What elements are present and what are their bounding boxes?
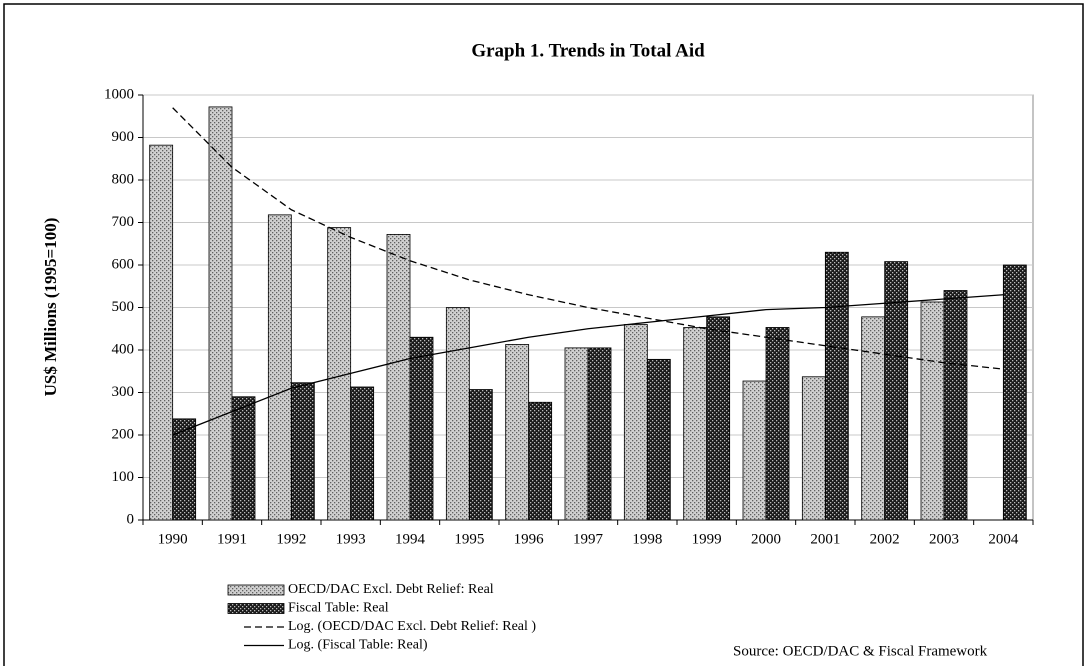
y-axis-label: US$ Millions (1995=100) — [41, 218, 60, 397]
x-tick-label: 2004 — [988, 531, 1019, 547]
bar — [290, 382, 315, 521]
x-tick-label: 1998 — [632, 531, 662, 547]
trend-line — [172, 107, 1004, 370]
y-tick-label: 300 — [112, 384, 135, 400]
x-tick-label: 2000 — [751, 531, 781, 547]
bar — [172, 418, 197, 521]
bar — [267, 214, 292, 521]
trend-line — [172, 294, 1004, 436]
x-tick-label: 1993 — [336, 531, 366, 547]
x-tick-label: 1999 — [692, 531, 722, 547]
y-tick-label: 500 — [112, 299, 135, 315]
bar — [468, 389, 493, 521]
x-tick-label: 2002 — [870, 531, 900, 547]
bar — [587, 347, 612, 521]
bar — [505, 344, 530, 521]
bar — [884, 261, 909, 521]
y-tick-label: 400 — [112, 341, 135, 357]
bar — [742, 380, 767, 521]
y-tick-label: 700 — [112, 214, 135, 230]
x-tick-label: 2001 — [810, 531, 840, 547]
bar — [445, 307, 470, 521]
bar — [706, 316, 731, 521]
bar — [824, 251, 849, 521]
x-tick-label: 1991 — [217, 531, 247, 547]
y-tick-label: 800 — [112, 171, 135, 187]
bar — [646, 358, 671, 521]
bar — [350, 386, 375, 521]
legend-swatch — [227, 584, 285, 596]
y-tick-label: 900 — [112, 129, 135, 145]
y-tick-label: 0 — [127, 511, 135, 527]
legend-label: Fiscal Table: Real — [288, 601, 389, 616]
x-tick-label: 1995 — [454, 531, 484, 547]
bar — [1002, 264, 1027, 521]
bar — [920, 301, 945, 521]
y-tick-label: 200 — [112, 426, 135, 442]
bar — [231, 396, 256, 521]
bar — [149, 144, 174, 521]
x-tick-label: 1994 — [395, 531, 426, 547]
bar — [861, 316, 886, 521]
y-tick-label: 600 — [112, 256, 135, 272]
x-tick-label: 1997 — [573, 531, 604, 547]
bar — [409, 336, 434, 521]
legend-label: OECD/DAC Excl. Debt Relief: Real — [288, 582, 494, 597]
legend-swatch — [227, 603, 285, 614]
source-note: Source: OECD/DAC & Fiscal Framework — [733, 643, 988, 659]
x-tick-label: 1990 — [158, 531, 188, 547]
bar — [623, 324, 648, 521]
bar — [528, 401, 553, 521]
chart-title: Graph 1. Trends in Total Aid — [471, 40, 705, 61]
bar — [564, 347, 589, 521]
bar — [943, 290, 968, 521]
x-tick-label: 1992 — [276, 531, 306, 547]
x-tick-label: 2003 — [929, 531, 959, 547]
y-tick-label: 1000 — [104, 86, 134, 102]
bar — [208, 106, 233, 521]
bar — [386, 233, 411, 521]
legend-label: Log. (Fiscal Table: Real) — [288, 638, 428, 653]
y-tick-label: 100 — [112, 469, 135, 485]
bar — [683, 327, 708, 521]
bar — [765, 327, 790, 521]
x-tick-label: 1996 — [514, 531, 545, 547]
bar — [801, 376, 826, 521]
legend-label: Log. (OECD/DAC Excl. Debt Relief: Real ) — [288, 619, 536, 634]
